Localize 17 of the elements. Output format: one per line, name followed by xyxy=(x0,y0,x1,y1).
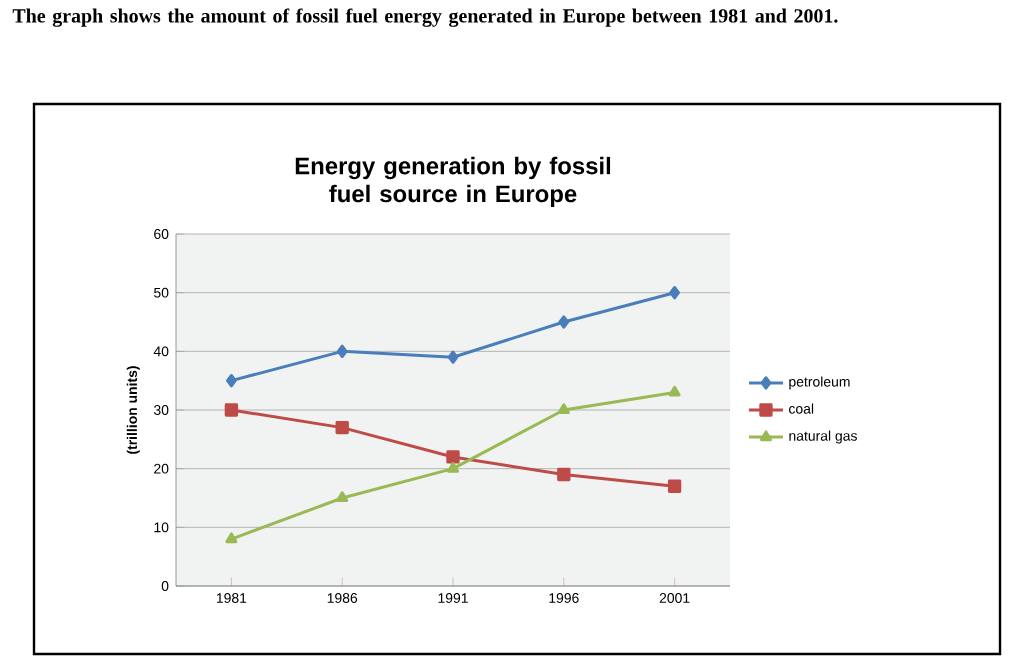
point xyxy=(336,491,349,503)
point xyxy=(668,385,681,397)
point xyxy=(557,403,570,415)
point xyxy=(447,350,459,364)
chart-title: Energy generation by fossil fuel source in Europe xyxy=(295,156,611,208)
point xyxy=(557,467,571,482)
text: The graph shows the amount of fossil fuel energy generated in Europe between 1981 and 2001. xyxy=(12,8,838,27)
point xyxy=(558,315,570,329)
point xyxy=(669,286,680,300)
point xyxy=(667,479,682,493)
point xyxy=(446,450,460,464)
point xyxy=(226,374,237,388)
point xyxy=(336,344,348,359)
point xyxy=(225,532,238,544)
point xyxy=(335,420,349,435)
point xyxy=(224,403,239,417)
point xyxy=(447,462,459,473)
